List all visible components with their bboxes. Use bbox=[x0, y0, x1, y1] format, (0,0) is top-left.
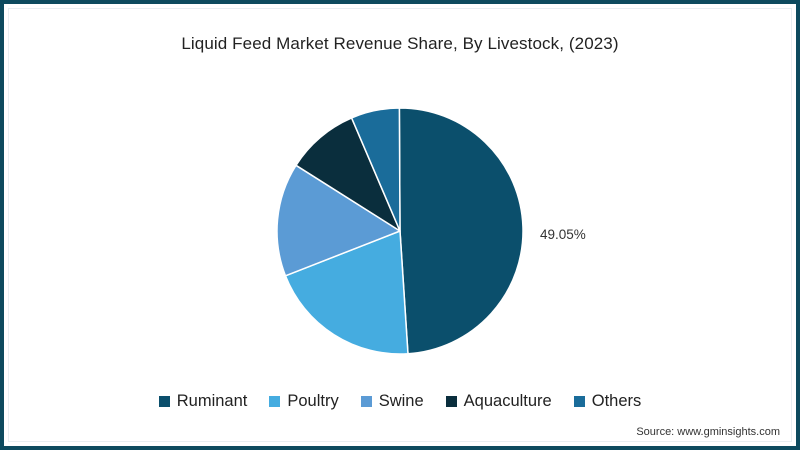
pie-slice-aquaculture[interactable] bbox=[295, 117, 401, 232]
legend-swatch-icon bbox=[269, 396, 281, 407]
legend-label: Swine bbox=[378, 392, 424, 410]
legend-swatch-icon bbox=[360, 396, 372, 407]
pie-slice-swine[interactable] bbox=[276, 164, 401, 277]
legend-item-swine[interactable]: Swine bbox=[360, 392, 424, 411]
pie-slice-ruminant[interactable] bbox=[398, 107, 524, 355]
legend-swatch-icon bbox=[573, 396, 585, 407]
legend-swatch-icon bbox=[445, 396, 457, 407]
legend: Ruminant Poultry Swine Aquaculture Other… bbox=[0, 392, 800, 411]
legend-label: Aquaculture bbox=[463, 392, 552, 410]
legend-item-ruminant[interactable]: Ruminant bbox=[158, 392, 248, 411]
pie-slice-poultry[interactable] bbox=[284, 230, 409, 355]
pie-slice-others[interactable] bbox=[350, 107, 401, 232]
slice-label-ruminant: 49.05% bbox=[540, 227, 586, 242]
legend-label: Poultry bbox=[287, 392, 339, 410]
legend-item-poultry[interactable]: Poultry bbox=[269, 392, 339, 411]
legend-label: Others bbox=[591, 392, 642, 410]
source-credit: Source: www.gminsights.com bbox=[636, 426, 780, 438]
legend-label: Ruminant bbox=[176, 392, 248, 410]
legend-item-aquaculture[interactable]: Aquaculture bbox=[445, 392, 552, 411]
legend-swatch-icon bbox=[158, 396, 170, 407]
legend-item-others[interactable]: Others bbox=[573, 392, 642, 411]
chart-title: Liquid Feed Market Revenue Share, By Liv… bbox=[181, 34, 619, 53]
